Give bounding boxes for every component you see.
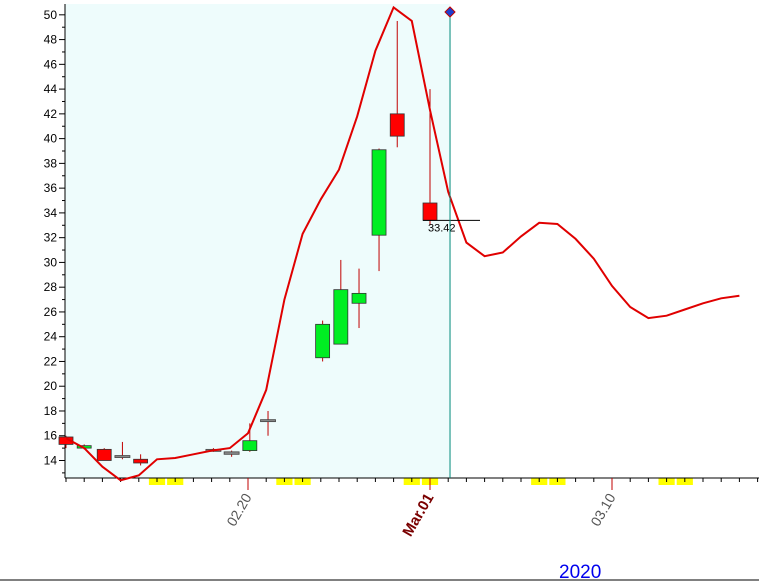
- y-tick-label: 20: [44, 379, 58, 393]
- x-tick-label: 02.20: [223, 490, 254, 529]
- candle: [114, 441, 131, 460]
- y-tick-label: 50: [44, 8, 58, 22]
- forecast-line: [65, 5, 740, 482]
- candle: [58, 435, 74, 449]
- candles: [58, 21, 438, 466]
- y-tick-label: 18: [44, 404, 58, 418]
- y-tick-label: 44: [44, 82, 58, 96]
- history-background: [65, 4, 451, 478]
- x-tick-label: 03.10: [587, 490, 618, 529]
- y-tick-label: 24: [44, 330, 58, 344]
- cursor-marker-icon[interactable]: [444, 6, 456, 18]
- candle-body: [242, 440, 258, 451]
- candle: [223, 450, 240, 457]
- y-tick-label: 48: [44, 33, 58, 47]
- y-tick-label: 40: [44, 132, 58, 146]
- candle-body: [333, 289, 349, 345]
- y-axis-ticks: 14 16 18 20 22 24 26 28 30 32 34 36 38 40 42 44 46 48 50: [44, 8, 65, 474]
- year-label: 2020: [559, 562, 601, 583]
- last-price-label: 33.42: [428, 222, 456, 234]
- candle-body: [96, 448, 112, 461]
- candle-body: [422, 202, 438, 221]
- candle: [371, 148, 387, 272]
- x-tick-label: Mar.01: [399, 491, 437, 540]
- y-tick-label: 14: [44, 454, 58, 468]
- y-tick-label: 42: [44, 107, 58, 121]
- y-tick-label: 36: [44, 181, 58, 195]
- candle-body: [371, 149, 387, 236]
- y-tick-label: 38: [44, 156, 58, 170]
- candle: [133, 454, 149, 466]
- candle: [351, 268, 367, 329]
- y-tick-label: 34: [44, 206, 58, 220]
- candle: [389, 21, 405, 148]
- candle-body: [351, 292, 367, 304]
- candle-body: [389, 113, 405, 137]
- y-tick-label: 30: [44, 255, 58, 269]
- y-tick-label: 28: [44, 280, 58, 294]
- y-tick-label: 26: [44, 305, 58, 319]
- candle: [333, 259, 349, 345]
- candle-body: [58, 436, 74, 445]
- y-tick-label: 16: [44, 429, 58, 443]
- y-tick-label: 32: [44, 231, 58, 245]
- candle-body: [260, 419, 276, 423]
- candle-body: [114, 455, 131, 458]
- x-axis-ticks: 02.20 Mar.01 03.10: [65, 478, 759, 540]
- candle-body: [223, 451, 240, 455]
- candle: [422, 89, 438, 226]
- y-tick-label: 22: [44, 354, 58, 368]
- candle-body: [315, 323, 331, 359]
- candle-body: [133, 458, 149, 464]
- candle: [260, 410, 276, 436]
- highlight-bars: [148, 478, 693, 485]
- y-tick-label: 46: [44, 57, 58, 71]
- candle: [96, 448, 112, 461]
- candle: [315, 320, 331, 362]
